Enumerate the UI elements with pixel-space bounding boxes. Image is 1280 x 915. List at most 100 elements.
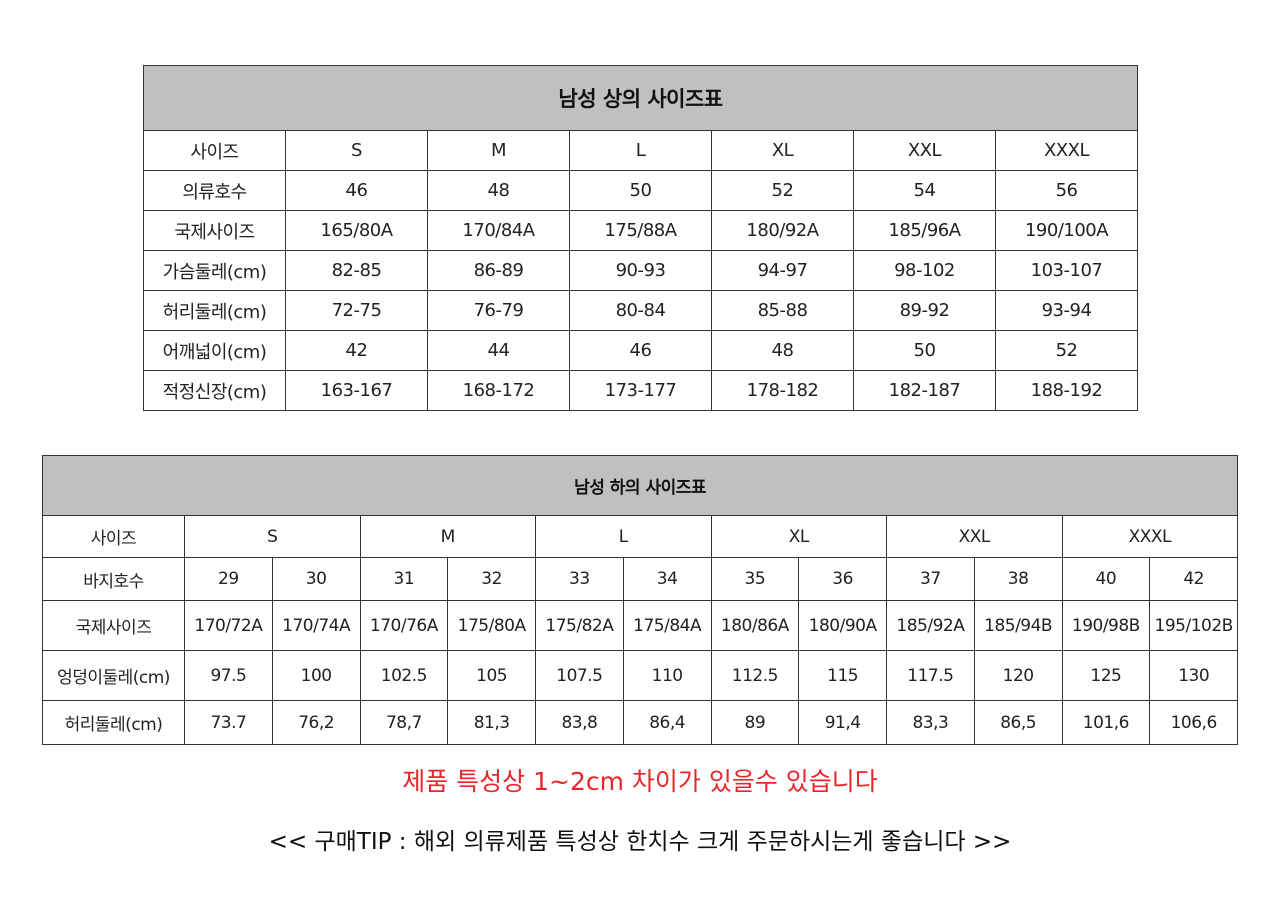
table-cell: 102.5 [359, 650, 449, 701]
table-cell: 52 [711, 170, 854, 211]
row-label: 사이즈 [42, 515, 185, 558]
table-cell: 175/80A [447, 600, 536, 651]
table-cell: 86,4 [622, 700, 712, 745]
table-cell: 89-92 [853, 290, 996, 331]
table-cell: 86,5 [973, 700, 1063, 745]
table-cell: 168-172 [427, 370, 570, 411]
row-label: 어깨넓이(cm) [143, 330, 286, 371]
table-cell: 120 [973, 650, 1063, 701]
table-cell: 42 [1149, 557, 1239, 601]
table-cell: 76-79 [427, 290, 570, 331]
table-cell: 29 [184, 557, 273, 601]
table-cell: 30 [271, 557, 361, 601]
table-cell: 100 [271, 650, 361, 701]
table-row: 의류호수 46 48 50 52 54 56 [143, 170, 1139, 211]
table-cell: 107.5 [535, 650, 624, 701]
table-cell: L [569, 130, 712, 171]
table-cell: 170/76A [359, 600, 449, 651]
table-cell: 98-102 [853, 250, 996, 291]
table-cell: 195/102B [1149, 600, 1239, 651]
table-cell: 85-88 [711, 290, 854, 331]
table-cell: 50 [853, 330, 996, 371]
row-label: 엉덩이둘레(cm) [42, 650, 185, 701]
table-cell: 170/84A [427, 210, 570, 251]
table-row: 어깨넓이(cm) 42 44 46 48 50 52 [143, 330, 1139, 371]
table-cell: 38 [973, 557, 1063, 601]
row-label: 허리둘레(cm) [42, 700, 185, 745]
table-cell: 182-187 [853, 370, 996, 411]
size-header-cell: XXL [886, 515, 1063, 558]
table-cell: 83,8 [535, 700, 624, 745]
table-cell: 46 [285, 170, 428, 211]
table-cell: 117.5 [886, 650, 975, 701]
table-cell: 90-93 [569, 250, 712, 291]
table-cell: 48 [711, 330, 854, 371]
table-row: 사이즈 S M L XL XXL XXXL [143, 130, 1139, 171]
size-header-cell: M [359, 515, 536, 558]
table-cell: 80-84 [569, 290, 712, 331]
table-cell: 83,3 [886, 700, 975, 745]
size-header-cell: L [535, 515, 712, 558]
table-cell: 48 [427, 170, 570, 211]
table-row: 가슴둘레(cm) 82-85 86-89 90-93 94-97 98-102 103-10… [143, 250, 1139, 291]
table-cell: 40 [1061, 557, 1151, 601]
table-cell: 190/100A [994, 210, 1139, 251]
table-cell: 190/98B [1061, 600, 1151, 651]
table-cell: 175/88A [569, 210, 712, 251]
size-header-cell: S [184, 515, 361, 558]
table-cell: XXL [853, 130, 996, 171]
table-cell: 178-182 [711, 370, 854, 411]
table-cell: 175/84A [622, 600, 712, 651]
table-cell: 175/82A [535, 600, 624, 651]
table-cell: 42 [285, 330, 428, 371]
table-cell: 97.5 [184, 650, 273, 701]
table-cell: 46 [569, 330, 712, 371]
table-cell: XL [711, 130, 854, 171]
table-cell: 112.5 [710, 650, 800, 701]
table-row: 적정신장(cm) 163-167 168-172 173-177 178-182 182-… [143, 370, 1139, 411]
row-label: 사이즈 [143, 130, 286, 171]
top-size-table: 남성 상의 사이즈표 사이즈 S M L XL XXL XXXL 의류호수 46 48 50 52 54… [142, 65, 1139, 411]
table-cell: 103-107 [994, 250, 1139, 291]
table-cell: 185/94B [973, 600, 1063, 651]
table-cell: 105 [447, 650, 536, 701]
table-cell: 170/72A [184, 600, 273, 651]
table-cell: S [285, 130, 428, 171]
row-label: 허리둘레(cm) [143, 290, 286, 331]
row-label: 의류호수 [143, 170, 286, 211]
table-cell: 110 [622, 650, 712, 701]
table-cell: 73.7 [184, 700, 273, 745]
table-cell: 101,6 [1061, 700, 1151, 745]
table-cell: 180/90A [798, 600, 887, 651]
table-row: 국제사이즈 170/72A 170/74A 170/76A 175/80A 175/82A… [42, 600, 1239, 651]
table-row: 국제사이즈 165/80A 170/84A 175/88A 180/92A 185/96A… [143, 210, 1139, 251]
table-cell: 35 [710, 557, 800, 601]
table-cell: 89 [710, 700, 800, 745]
table-cell: 78,7 [359, 700, 449, 745]
row-label: 바지호수 [42, 557, 185, 601]
size-header-cell: XXXL [1061, 515, 1239, 558]
table-cell: 93-94 [994, 290, 1139, 331]
table-cell: 34 [622, 557, 712, 601]
table-cell: XXXL [994, 130, 1139, 171]
table-cell: 173-177 [569, 370, 712, 411]
purchase-tip: << 구매TIP : 해외 의류제품 특성상 한치수 크게 주문하시는게 좋습니… [268, 829, 1012, 855]
table-row: 바지호수 29 30 31 32 33 34 35 36 37 38 40 42 [42, 557, 1239, 601]
row-label: 국제사이즈 [42, 600, 185, 651]
table-cell: 163-167 [285, 370, 428, 411]
table-cell: 44 [427, 330, 570, 371]
table-cell: 32 [447, 557, 536, 601]
table-cell: 50 [569, 170, 712, 211]
size-header-row: 사이즈 S M L XL XXL XXXL [42, 515, 1239, 558]
table-row: 허리둘레(cm) 72-75 76-79 80-84 85-88 89-92 93-94 [143, 290, 1139, 331]
table-cell: 56 [994, 170, 1139, 211]
table-cell: 170/74A [271, 600, 361, 651]
table-cell: 125 [1061, 650, 1151, 701]
size-difference-warning: 제품 특성상 1~2cm 차이가 있을수 있습니다 [402, 767, 878, 796]
table-cell: 185/92A [886, 600, 975, 651]
row-label: 국제사이즈 [143, 210, 286, 251]
table-cell: M [427, 130, 570, 171]
table-cell: 37 [886, 557, 975, 601]
row-label: 가슴둘레(cm) [143, 250, 286, 291]
top-table-title: 남성 상의 사이즈표 [142, 65, 1139, 131]
